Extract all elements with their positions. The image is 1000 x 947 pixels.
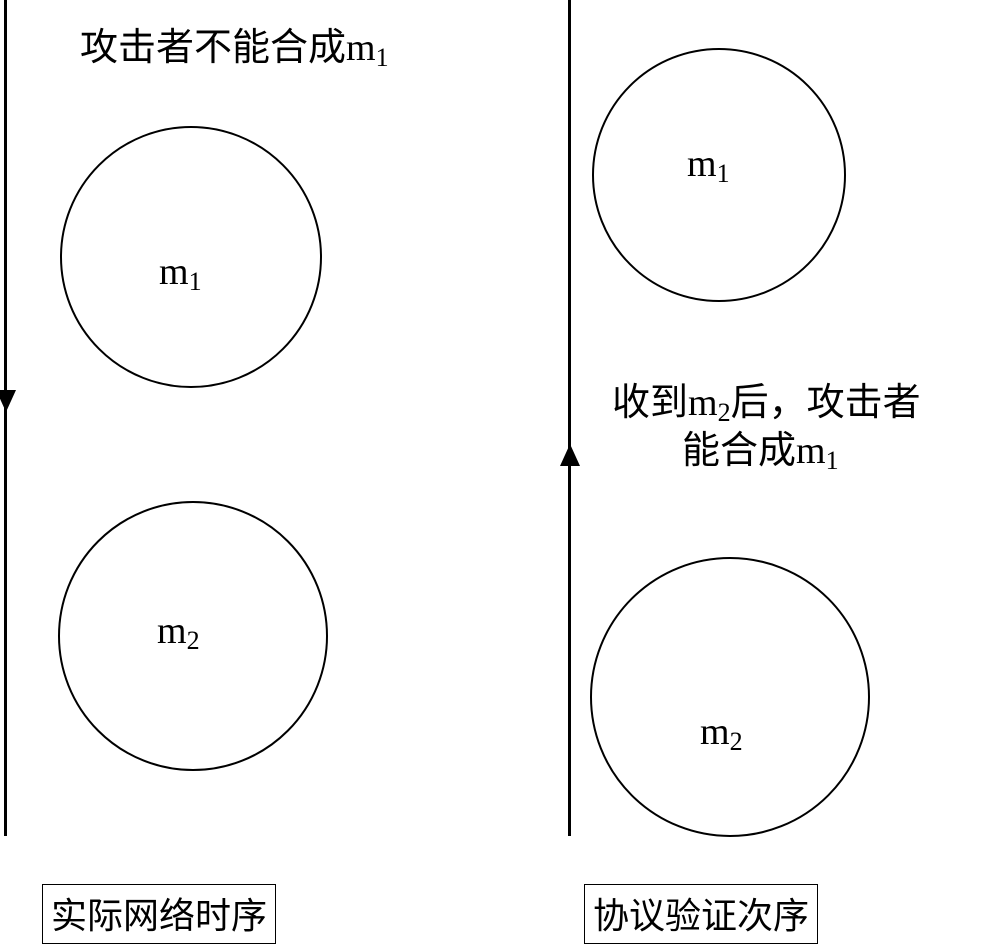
node-right-m2-base: m [700, 711, 730, 753]
annotation-top-left-sub: 1 [376, 43, 389, 72]
node-right-m2 [590, 557, 870, 837]
right-timeline-arrow [568, 0, 571, 836]
left-timeline-arrow [4, 0, 7, 836]
annotation-right-line1: 收到m2后，攻击者 [612, 380, 921, 428]
node-right-m1-sub: 1 [717, 159, 730, 188]
caption-right: 协议验证次序 [584, 884, 818, 944]
annotation-right-line2: 能合成m1 [612, 428, 921, 476]
annotation-right-side: 收到m2后，攻击者 能合成m1 [612, 380, 921, 475]
annotation-right-line2-before: 能合成m [682, 430, 826, 472]
node-left-m2-base: m [157, 610, 187, 652]
node-left-m2-label: m2 [157, 612, 200, 650]
node-left-m1-sub: 1 [189, 267, 202, 296]
node-left-m1-label: m1 [159, 253, 202, 291]
annotation-top-left: 攻击者不能合成m1 [80, 16, 389, 71]
diagram-canvas: 攻击者不能合成m1 m1 m2 m1 收到m2后，攻击者 能合成m1 m2 实际… [0, 0, 1000, 947]
annotation-top-left-text: 攻击者不能合成m [80, 27, 376, 69]
node-right-m1-base: m [687, 143, 717, 185]
node-right-m1-label: m1 [687, 145, 730, 183]
right-arrow-head-icon [560, 444, 580, 466]
node-left-m1-base: m [159, 251, 189, 293]
caption-left: 实际网络时序 [42, 884, 276, 944]
caption-right-text: 协议验证次序 [593, 896, 809, 936]
annotation-right-line1-before: 收到m [612, 382, 718, 424]
left-arrow-head-icon [0, 390, 16, 412]
node-left-m2-sub: 2 [187, 626, 200, 655]
annotation-right-line2-sub: 1 [826, 446, 839, 475]
caption-left-text: 实际网络时序 [51, 896, 267, 936]
annotation-right-line1-sub: 2 [718, 398, 731, 427]
node-right-m2-label: m2 [700, 713, 743, 751]
annotation-right-line1-after: 后，攻击者 [731, 382, 921, 424]
node-right-m2-sub: 2 [730, 727, 743, 756]
